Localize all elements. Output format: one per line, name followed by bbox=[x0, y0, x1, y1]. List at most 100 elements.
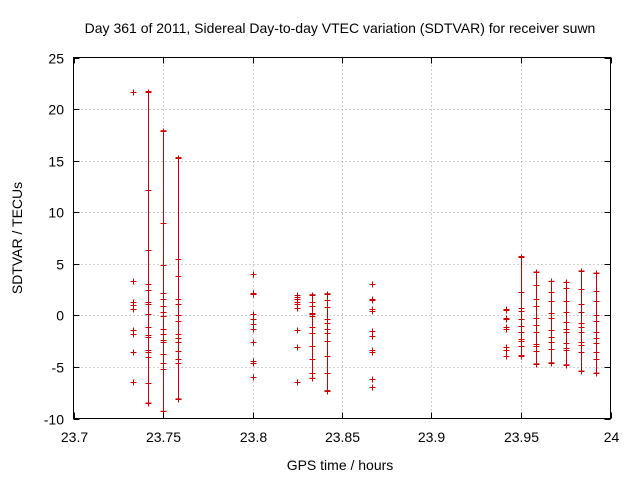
data-point bbox=[578, 268, 585, 275]
y-tick-label: 0 bbox=[56, 308, 64, 324]
data-point bbox=[548, 346, 555, 353]
data-point bbox=[130, 349, 137, 356]
data-point bbox=[324, 388, 331, 395]
data-point bbox=[324, 338, 331, 345]
data-point bbox=[130, 379, 137, 386]
data-point bbox=[145, 287, 152, 294]
y-axis-tick-labels: -10 -5 0 5 10 15 20 25 bbox=[44, 51, 64, 428]
data-point bbox=[160, 220, 167, 227]
data-point bbox=[130, 331, 137, 338]
data-point bbox=[503, 326, 510, 333]
data-point bbox=[175, 360, 182, 367]
data-point bbox=[533, 282, 540, 289]
data-point bbox=[175, 155, 182, 162]
data-point bbox=[324, 304, 331, 311]
data-point bbox=[160, 303, 167, 310]
data-point bbox=[309, 330, 316, 337]
data-point bbox=[548, 315, 555, 322]
data-point bbox=[250, 291, 257, 298]
data-point bbox=[145, 311, 152, 318]
data-point bbox=[533, 322, 540, 329]
data-point bbox=[309, 313, 316, 320]
data-point bbox=[294, 344, 301, 351]
x-tick-label: 24 bbox=[604, 429, 620, 445]
data-point bbox=[160, 290, 167, 297]
data-point bbox=[593, 356, 600, 363]
x-axis-label: GPS time / hours bbox=[287, 457, 394, 473]
data-point bbox=[593, 340, 600, 347]
y-tick-label: -10 bbox=[44, 412, 64, 428]
data-point bbox=[593, 349, 600, 356]
data-point bbox=[593, 370, 600, 377]
data-point bbox=[548, 289, 555, 296]
data-point bbox=[593, 329, 600, 336]
data-point bbox=[324, 330, 331, 337]
data-points bbox=[130, 89, 600, 415]
data-point bbox=[593, 288, 600, 295]
data-point bbox=[175, 339, 182, 346]
data-point bbox=[309, 375, 316, 382]
data-point bbox=[324, 353, 331, 360]
data-point bbox=[175, 312, 182, 319]
data-point bbox=[518, 323, 525, 330]
data-point bbox=[563, 329, 570, 336]
data-point bbox=[145, 281, 152, 288]
data-point bbox=[175, 301, 182, 308]
data-point bbox=[369, 333, 376, 340]
chart-title: Day 361 of 2011, Sidereal Day-to-day VTE… bbox=[85, 20, 596, 36]
y-tick-label: 20 bbox=[48, 102, 64, 118]
data-point bbox=[563, 298, 570, 305]
x-tick-label: 23.95 bbox=[504, 429, 539, 445]
data-point bbox=[309, 356, 316, 363]
data-point bbox=[578, 286, 585, 293]
data-point bbox=[533, 361, 540, 368]
x-tick-label: 23.7 bbox=[61, 429, 88, 445]
data-point bbox=[548, 327, 555, 334]
data-point bbox=[250, 339, 257, 346]
data-point bbox=[160, 128, 167, 135]
data-point bbox=[593, 298, 600, 305]
data-point bbox=[503, 353, 510, 360]
data-point bbox=[593, 318, 600, 325]
data-point bbox=[369, 281, 376, 288]
data-point bbox=[578, 342, 585, 349]
data-point bbox=[250, 360, 257, 367]
data-point bbox=[160, 360, 167, 367]
data-point bbox=[578, 368, 585, 375]
data-point bbox=[175, 256, 182, 263]
data-point bbox=[563, 285, 570, 292]
data-point bbox=[324, 297, 331, 304]
data-point bbox=[518, 254, 525, 261]
data-point bbox=[145, 187, 152, 194]
data-point bbox=[175, 318, 182, 325]
data-point bbox=[518, 316, 525, 323]
x-tick-label: 23.8 bbox=[240, 429, 267, 445]
x-tick-label: 23.85 bbox=[325, 429, 360, 445]
data-point bbox=[548, 298, 555, 305]
data-point bbox=[324, 370, 331, 377]
data-point bbox=[160, 351, 167, 358]
data-point bbox=[145, 400, 152, 407]
x-axis-tick-labels: 23.7 23.75 23.8 23.85 23.9 23.95 24 bbox=[61, 429, 620, 445]
data-point bbox=[250, 271, 257, 278]
data-point bbox=[369, 308, 376, 315]
data-point bbox=[548, 339, 555, 346]
data-point bbox=[369, 297, 376, 304]
data-point bbox=[518, 329, 525, 336]
data-point bbox=[145, 354, 152, 361]
data-point bbox=[145, 247, 152, 254]
data-point bbox=[578, 301, 585, 308]
data-point bbox=[160, 366, 167, 373]
data-point bbox=[563, 309, 570, 316]
data-point bbox=[533, 296, 540, 303]
error-bars bbox=[145, 91, 600, 412]
data-point bbox=[309, 303, 316, 310]
data-point bbox=[533, 269, 540, 276]
data-point bbox=[324, 291, 331, 298]
data-point bbox=[533, 329, 540, 336]
data-point bbox=[309, 324, 316, 331]
data-point bbox=[160, 331, 167, 338]
data-point bbox=[563, 362, 570, 369]
data-point bbox=[160, 296, 167, 303]
